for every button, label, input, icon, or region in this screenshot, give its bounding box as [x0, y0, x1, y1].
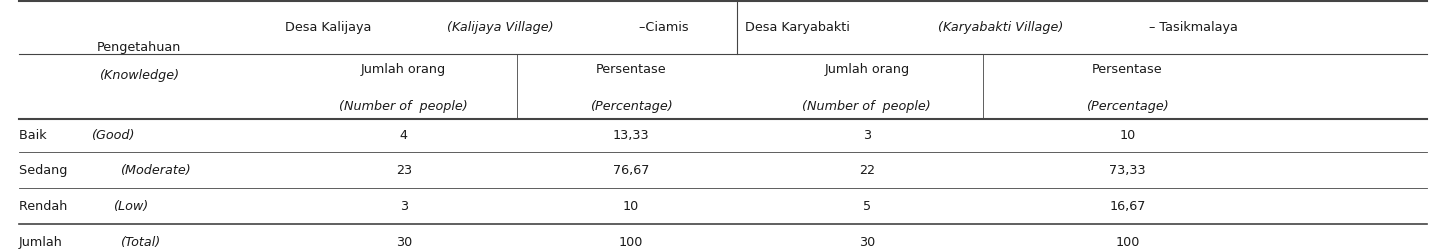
Text: Baik: Baik — [19, 129, 51, 142]
Text: Jumlah: Jumlah — [19, 237, 67, 249]
Text: Jumlah orang: Jumlah orang — [361, 63, 447, 76]
Text: (Percentage): (Percentage) — [590, 100, 673, 113]
Text: (Number of  people): (Number of people) — [802, 100, 931, 113]
Text: 4: 4 — [400, 129, 407, 142]
Text: Sedang: Sedang — [19, 164, 71, 177]
Text: (Knowledge): (Knowledge) — [99, 69, 178, 82]
Text: Desa Karyabakti: Desa Karyabakti — [745, 21, 854, 34]
Text: 73,33: 73,33 — [1109, 164, 1146, 177]
Text: (Moderate): (Moderate) — [120, 164, 191, 177]
Text: –Ciamis: –Ciamis — [635, 21, 689, 34]
Text: (Karyabakti Village): (Karyabakti Village) — [938, 21, 1063, 34]
Text: (Percentage): (Percentage) — [1086, 100, 1169, 113]
Text: 22: 22 — [858, 164, 874, 177]
Text: (Kalijaya Village): (Kalijaya Village) — [447, 21, 554, 34]
Text: 23: 23 — [396, 164, 412, 177]
Text: Jumlah orang: Jumlah orang — [824, 63, 909, 76]
Text: 30: 30 — [858, 237, 874, 249]
Text: (Total): (Total) — [120, 237, 161, 249]
Text: 10: 10 — [624, 199, 639, 213]
Text: Desa Kalijaya: Desa Kalijaya — [286, 21, 376, 34]
Text: 10: 10 — [1119, 129, 1135, 142]
Text: 100: 100 — [619, 237, 644, 249]
Text: 3: 3 — [863, 129, 871, 142]
Text: Persentase: Persentase — [596, 63, 666, 76]
Text: 5: 5 — [863, 199, 871, 213]
Text: Persentase: Persentase — [1092, 63, 1163, 76]
Text: (Good): (Good) — [91, 129, 135, 142]
Text: Pengetahuan: Pengetahuan — [97, 41, 181, 54]
Text: Rendah: Rendah — [19, 199, 71, 213]
Text: (Number of  people): (Number of people) — [339, 100, 468, 113]
Text: 16,67: 16,67 — [1109, 199, 1146, 213]
Text: (Low): (Low) — [113, 199, 148, 213]
Text: – Tasikmalaya: – Tasikmalaya — [1144, 21, 1237, 34]
Text: 13,33: 13,33 — [612, 129, 650, 142]
Text: 76,67: 76,67 — [613, 164, 650, 177]
Text: 30: 30 — [396, 237, 412, 249]
Text: 100: 100 — [1115, 237, 1140, 249]
Text: 3: 3 — [400, 199, 407, 213]
